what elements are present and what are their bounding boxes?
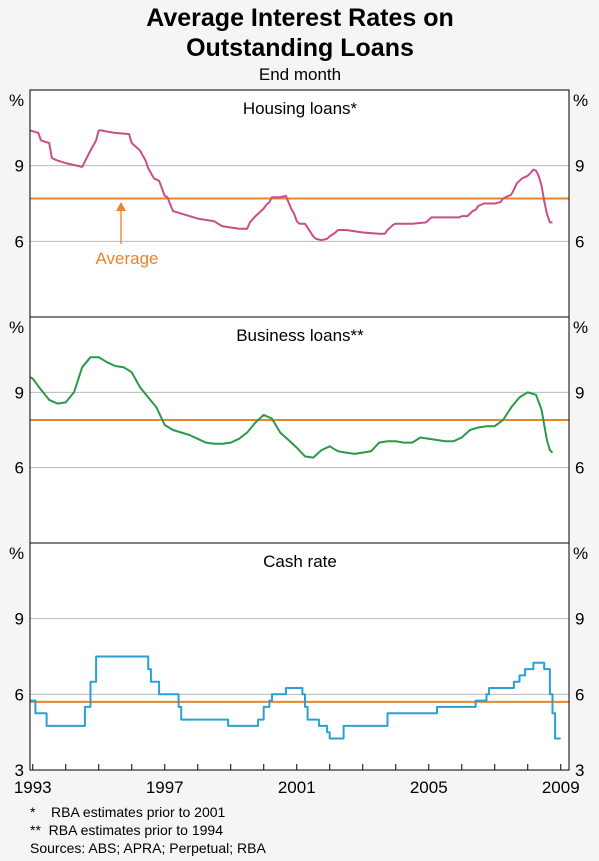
- y-unit-label-left: %: [9, 544, 24, 563]
- business-panel-title: Business loans**: [236, 326, 364, 345]
- cash-series-line: [30, 655, 561, 740]
- y-tick-label-left: 6: [15, 685, 24, 704]
- y-tick-label-right: 3: [575, 761, 584, 780]
- x-tick-label: 2009: [542, 778, 580, 797]
- cash-panel-title: Cash rate: [263, 552, 337, 571]
- y-tick-label-right: 6: [575, 685, 584, 704]
- x-tick-label: 1993: [14, 778, 52, 797]
- y-tick-label-right: 9: [575, 610, 584, 629]
- business-panel: 6 6 9 9% % Business loans**: [9, 318, 588, 478]
- footnote-2: ** RBA estimates prior to 1994: [30, 822, 223, 838]
- housing-series-line: [29, 129, 553, 242]
- x-axis: 1993 1997 2001 2005 2009: [14, 764, 580, 797]
- business-series-line: [29, 356, 554, 459]
- plot-frame: [29, 89, 570, 771]
- chart-title-line1: Average Interest Rates on: [146, 4, 454, 32]
- x-tick-label: 1997: [146, 778, 184, 797]
- housing-panel-title: Housing loans*: [243, 99, 358, 118]
- panels: 6 6 9 9% % Housing loans* 6 6 9 9% % Business loans…: [9, 91, 588, 780]
- y-tick-label-left: 6: [15, 459, 24, 478]
- y-unit-label-right: %: [573, 318, 588, 337]
- y-tick-label-right: 6: [575, 459, 584, 478]
- y-tick-label-left: 9: [15, 383, 24, 402]
- y-tick-label-right: 6: [575, 232, 584, 251]
- y-tick-label-left: 9: [15, 157, 24, 176]
- chart-title-line2: Outstanding Loans: [186, 34, 414, 62]
- plot-background: [30, 90, 569, 770]
- housing-panel: 6 6 9 9% % Housing loans*: [9, 91, 588, 251]
- chart-subtitle: End month: [259, 65, 341, 84]
- y-unit-label-left: %: [9, 91, 24, 110]
- y-tick-label-right: 9: [575, 157, 584, 176]
- footnote-sources: Sources: ABS; APRA; Perpetual; RBA: [30, 840, 266, 856]
- x-tick-label: 2005: [410, 778, 448, 797]
- y-unit-label-right: %: [573, 544, 588, 563]
- y-tick-label-left: 6: [15, 232, 24, 251]
- y-unit-label-right: %: [573, 91, 588, 110]
- footnote-1: * RBA estimates prior to 2001: [30, 804, 226, 820]
- y-tick-label-right: 9: [575, 383, 584, 402]
- cash-panel: 3 3 6 6 9 9% % Cash rate: [9, 544, 588, 780]
- x-tick-label: 2001: [278, 778, 316, 797]
- y-unit-label-left: %: [9, 318, 24, 337]
- average-arrow-head: [116, 202, 126, 211]
- average-annotation: Average: [95, 249, 158, 268]
- y-tick-label-left: 3: [15, 761, 24, 780]
- y-tick-label-left: 9: [15, 610, 24, 629]
